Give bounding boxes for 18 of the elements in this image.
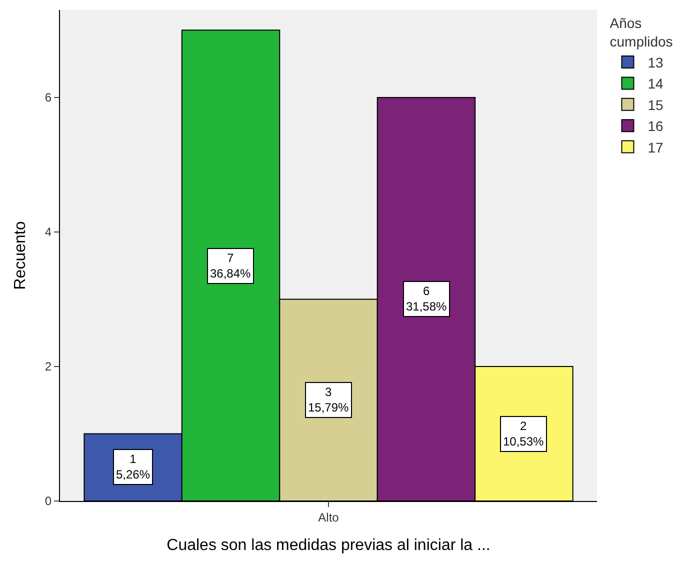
x-tick-label: Alto	[318, 510, 340, 524]
x-axis-title: Cuales son las medidas previas al iniciar la ...	[166, 537, 490, 554]
legend-label: 14	[648, 76, 664, 92]
data-label: 6 31,58%	[406, 284, 448, 314]
data-label: 2 10,53%	[503, 419, 544, 449]
data-label: 3 15,79%	[308, 385, 350, 415]
legend-label: 17	[648, 139, 664, 156]
legend-label: 15	[648, 96, 664, 113]
data-label: 7 36,84%	[210, 251, 252, 281]
data-label: 1 5,26%	[116, 452, 150, 482]
legend-title: Años cumplidos	[610, 15, 673, 50]
y-tick-label: 6	[44, 90, 52, 105]
y-tick-label: 0	[44, 494, 52, 508]
legend-label: 16	[648, 118, 664, 134]
y-axis-title: Recuento	[12, 221, 29, 290]
legend-label: 13	[648, 54, 664, 70]
y-tick-label: 4	[44, 225, 52, 240]
y-tick-label: 2	[44, 360, 52, 374]
